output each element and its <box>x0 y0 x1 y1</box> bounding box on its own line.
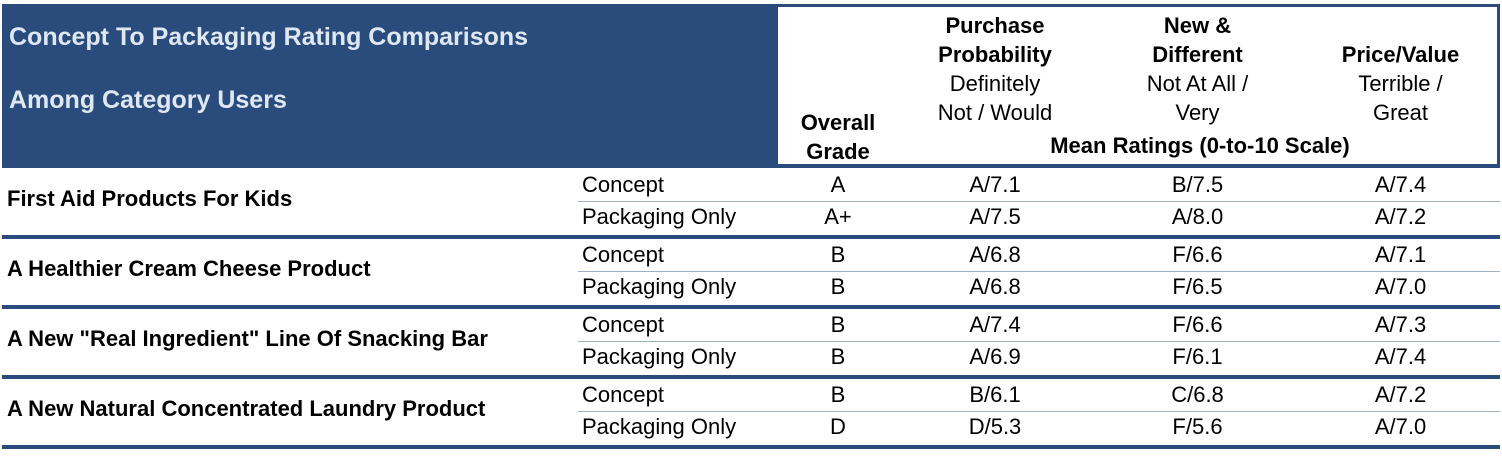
column-header-text: Grade <box>806 139 870 164</box>
column-header-price-value: Price/Value Terrible / Great <box>1303 40 1498 127</box>
overall-grade-cell: A+ <box>824 204 852 229</box>
column-header-new-different: New & Different Not At All / Very <box>1100 11 1295 127</box>
row-type-label: Concept <box>582 312 664 337</box>
column-scale-text: Very <box>1175 100 1220 125</box>
row-type-label: Concept <box>582 382 664 407</box>
price-value-cell: A/7.4 <box>1374 344 1427 369</box>
header-border-right <box>1497 4 1500 167</box>
row-type-label: Packaging Only <box>582 344 737 369</box>
row-divider <box>578 411 1500 412</box>
price-value-cell: A/7.0 <box>1374 274 1427 299</box>
row-type-label: Concept <box>582 172 664 197</box>
column-scale-text: Great <box>1372 100 1429 125</box>
table-title-block: Concept To Packaging Rating Comparisons … <box>2 4 778 167</box>
price-value-cell: A/7.4 <box>1374 172 1427 197</box>
new-different-cell: F/6.6 <box>1172 242 1223 267</box>
header-border-bottom <box>2 164 1500 168</box>
group-divider <box>2 235 1500 239</box>
column-header-overall-grade: Overall Grade <box>788 108 888 166</box>
column-header-text: Price/Value <box>1341 42 1460 67</box>
purchase-probability-cell: A/6.8 <box>969 274 1021 299</box>
column-scale-text: Not / Would <box>937 100 1053 125</box>
purchase-probability-cell: A/7.5 <box>969 204 1021 229</box>
row-type-label: Packaging Only <box>582 204 737 229</box>
new-different-cell: B/7.5 <box>1171 172 1224 197</box>
new-different-cell: F/5.6 <box>1172 414 1223 439</box>
overall-grade-cell: B <box>830 344 846 369</box>
purchase-probability-cell: A/6.8 <box>969 242 1021 267</box>
new-different-cell: A/8.0 <box>1171 204 1224 229</box>
row-type-label: Concept <box>582 242 664 267</box>
purchase-probability-cell: D/5.3 <box>968 414 1022 439</box>
mean-ratings-caption: Mean Ratings (0-to-10 Scale) <box>1050 133 1350 158</box>
price-value-cell: A/7.2 <box>1374 382 1427 407</box>
column-scale-text: Definitely <box>949 71 1041 96</box>
row-divider <box>578 341 1500 342</box>
row-divider <box>578 271 1500 272</box>
price-value-cell: A/7.3 <box>1374 312 1427 337</box>
column-scale-text: Terrible / <box>1358 71 1443 96</box>
overall-grade-cell: B <box>830 312 846 337</box>
column-header-text: Purchase <box>945 13 1045 38</box>
column-scale-text: Not At All / <box>1146 71 1249 96</box>
product-name: A New "Real Ingredient" Line Of Snacking… <box>7 326 488 351</box>
product-name: A New Natural Concentrated Laundry Produ… <box>7 396 486 421</box>
overall-grade-cell: B <box>830 382 846 407</box>
product-name: First Aid Products For Kids <box>7 186 293 211</box>
new-different-cell: F/6.1 <box>1172 344 1223 369</box>
column-header-text: New & <box>1163 13 1232 38</box>
group-divider <box>2 305 1500 309</box>
overall-grade-cell: A <box>830 172 846 197</box>
new-different-cell: F/6.6 <box>1172 312 1223 337</box>
price-value-cell: A/7.2 <box>1374 204 1427 229</box>
column-header-text: Different <box>1152 42 1243 67</box>
table-title: Concept To Packaging Rating Comparisons <box>9 23 529 51</box>
purchase-probability-cell: A/6.9 <box>969 344 1021 369</box>
row-type-label: Packaging Only <box>582 274 737 299</box>
product-name: A Healthier Cream Cheese Product <box>7 256 371 281</box>
price-value-cell: A/7.1 <box>1374 242 1427 267</box>
new-different-cell: C/6.8 <box>1171 382 1224 407</box>
row-type-label: Packaging Only <box>582 414 737 439</box>
table-subtitle: Among Category Users <box>9 86 287 114</box>
purchase-probability-cell: A/7.4 <box>969 312 1021 337</box>
overall-grade-cell: D <box>830 414 846 439</box>
column-header-text: Probability <box>938 42 1052 67</box>
purchase-probability-cell: B/6.1 <box>969 382 1021 407</box>
column-header-purchase-probability: Purchase Probability Definitely Not / Wo… <box>900 11 1090 127</box>
price-value-cell: A/7.0 <box>1374 414 1427 439</box>
header-border-top <box>778 4 1500 7</box>
purchase-probability-cell: A/7.1 <box>969 172 1021 197</box>
overall-grade-cell: B <box>830 242 846 267</box>
group-divider <box>2 375 1500 379</box>
column-header-text: Overall <box>800 110 876 135</box>
new-different-cell: F/6.5 <box>1172 274 1223 299</box>
group-divider <box>2 445 1500 449</box>
overall-grade-cell: B <box>830 274 846 299</box>
row-divider <box>578 201 1500 202</box>
